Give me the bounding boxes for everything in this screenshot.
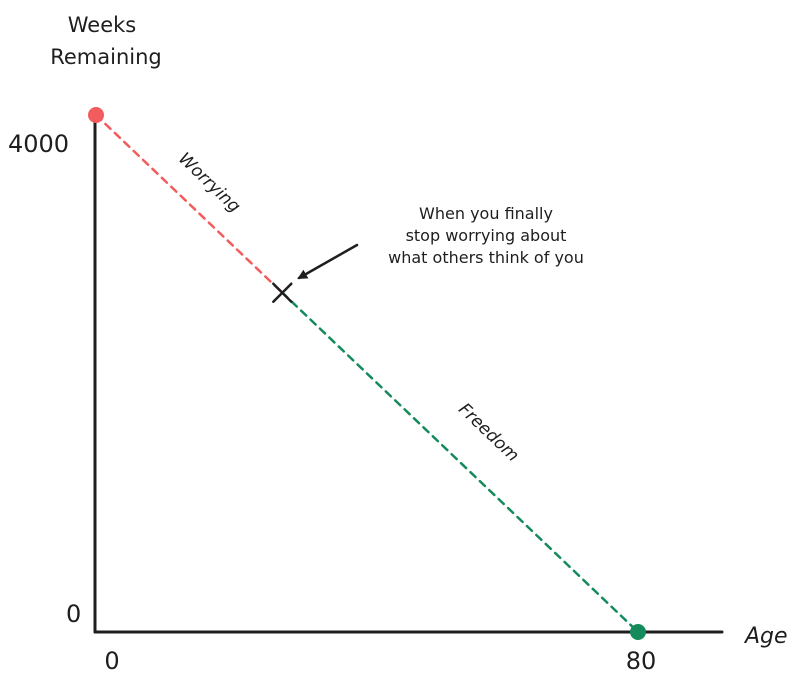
y-tick-label-min: 0 [66,600,81,628]
x-tick-label-max: 80 [626,647,657,675]
freedom-segment [281,291,640,634]
x-tick-label-min: 0 [104,647,119,675]
worrying-segment [94,113,284,294]
annotation-line-1: When you finally [419,204,553,223]
turning-point-x-mark [272,282,293,303]
y-tick-label-max: 4000 [8,130,69,158]
y-axis-label-line-2: Remaining [50,45,162,69]
end-point [630,624,646,640]
x-axis-label: Age [743,624,788,649]
y-axis-label-line-1: Weeks [68,13,136,37]
annotation-arrow [297,243,359,280]
worrying-label: Worrying [174,149,244,217]
annotation-line-3: what others think of you [388,248,584,267]
annotation-line-2: stop worrying about [406,226,567,245]
freedom-label: Freedom [454,399,522,466]
start-point [88,107,104,123]
